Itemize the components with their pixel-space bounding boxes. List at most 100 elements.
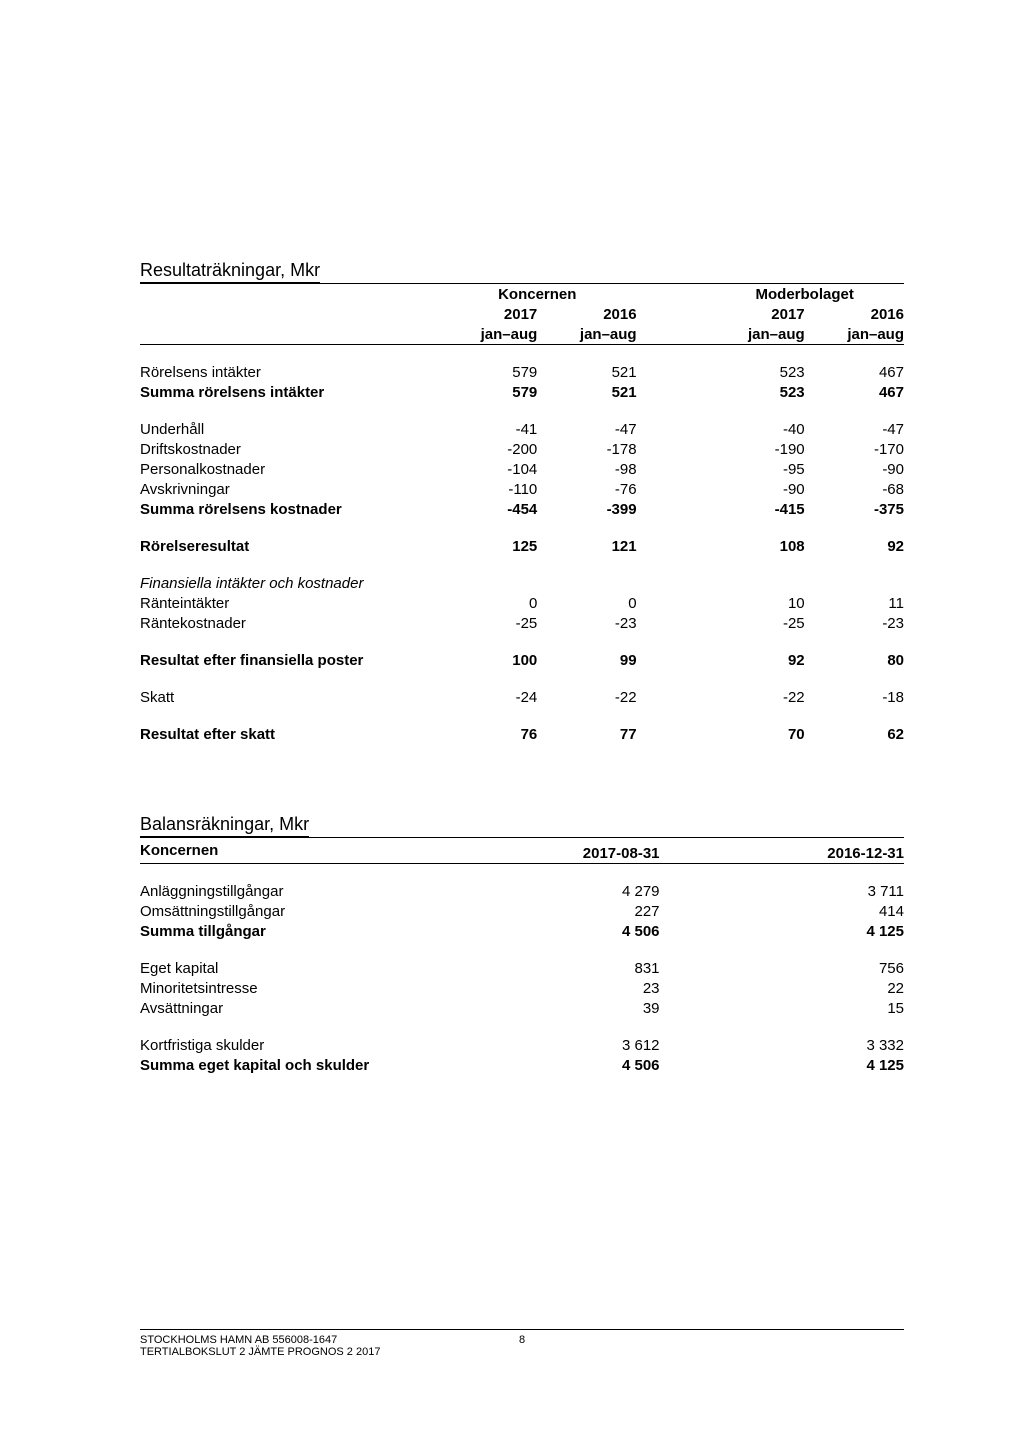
cell: 414 (660, 901, 904, 921)
cell: 4 279 (476, 881, 659, 901)
cell: 521 (537, 382, 636, 402)
table-row: Rörelsens intäkter 579 521 523 467 (140, 362, 904, 382)
group-moderbolaget: Moderbolaget (705, 284, 904, 305)
table-row: Avsättningar 39 15 (140, 998, 904, 1018)
cell: -104 (438, 459, 537, 479)
cell: -68 (805, 479, 904, 499)
row-label: Summa rörelsens intäkter (140, 382, 438, 402)
col-year: 2016 (805, 304, 904, 324)
cell: 4 125 (660, 1055, 904, 1075)
cell: 92 (805, 536, 904, 556)
table-row: Underhåll -41 -47 -40 -47 (140, 419, 904, 439)
table-row: Finansiella intäkter och kostnader (140, 573, 904, 593)
row-label: Summa rörelsens kostnader (140, 499, 438, 519)
page-footer: 8 STOCKHOLMS HAMN AB 556008-1647 TERTIAL… (140, 1329, 904, 1358)
row-label: Avskrivningar (140, 479, 438, 499)
table-row: Ränteintäkter 0 0 10 11 (140, 593, 904, 613)
table-row: Skatt -24 -22 -22 -18 (140, 687, 904, 707)
row-label: Underhåll (140, 419, 438, 439)
cell: 92 (705, 650, 804, 670)
cell: 76 (438, 724, 537, 744)
footer-line: TERTIALBOKSLUT 2 JÄMTE PROGNOS 2 2017 (140, 1346, 904, 1358)
row-label: Rörelsens intäkter (140, 362, 438, 382)
table-row: Rörelseresultat 125 121 108 92 (140, 536, 904, 556)
resultat-title: Resultaträkningar, Mkr (140, 260, 320, 283)
cell: -76 (537, 479, 636, 499)
cell: -23 (805, 613, 904, 633)
table-row: Resultat efter skatt 76 77 70 62 (140, 724, 904, 744)
cell: 521 (537, 362, 636, 382)
row-label: Rörelseresultat (140, 536, 438, 556)
resultat-table: Koncernen Moderbolaget 2017 2016 2017 20… (140, 283, 904, 744)
cell: 100 (438, 650, 537, 670)
row-label: Resultat efter skatt (140, 724, 438, 744)
table-row: Anläggningstillgångar 4 279 3 711 (140, 881, 904, 901)
cell: 467 (805, 382, 904, 402)
col-year: 2016 (537, 304, 636, 324)
table-header-row: Koncernen 2017-08-31 2016-12-31 (140, 838, 904, 864)
cell: 831 (476, 958, 659, 978)
table-row: Summa rörelsens kostnader -454 -399 -415… (140, 499, 904, 519)
table-row: Kortfristiga skulder 3 612 3 332 (140, 1035, 904, 1055)
entity-label: Koncernen (140, 838, 476, 864)
table-row: Summa tillgångar 4 506 4 125 (140, 921, 904, 941)
table-row: Driftskostnader -200 -178 -190 -170 (140, 439, 904, 459)
col-year: 2017 (438, 304, 537, 324)
cell: 3 332 (660, 1035, 904, 1055)
cell: -25 (705, 613, 804, 633)
row-label: Finansiella intäkter och kostnader (140, 573, 438, 593)
cell: 227 (476, 901, 659, 921)
cell: 523 (705, 382, 804, 402)
table-row: Resultat efter finansiella poster 100 99… (140, 650, 904, 670)
cell: 15 (660, 998, 904, 1018)
cell: -47 (537, 419, 636, 439)
cell: 579 (438, 362, 537, 382)
cell: -22 (537, 687, 636, 707)
cell: -178 (537, 439, 636, 459)
row-label: Omsättningstillgångar (140, 901, 476, 921)
table-row: Eget kapital 831 756 (140, 958, 904, 978)
cell: -454 (438, 499, 537, 519)
col-year: 2017 (705, 304, 804, 324)
balans-title: Balansräkningar, Mkr (140, 814, 309, 837)
resultat-section: Resultaträkningar, Mkr Koncernen Moderbo… (140, 260, 904, 744)
row-label: Eget kapital (140, 958, 476, 978)
cell: 467 (805, 362, 904, 382)
table-row: Omsättningstillgångar 227 414 (140, 901, 904, 921)
table-row: Summa rörelsens intäkter 579 521 523 467 (140, 382, 904, 402)
row-label: Summa tillgångar (140, 921, 476, 941)
cell: -95 (705, 459, 804, 479)
cell: -47 (805, 419, 904, 439)
cell: 4 125 (660, 921, 904, 941)
cell: -23 (537, 613, 636, 633)
row-label: Summa eget kapital och skulder (140, 1055, 476, 1075)
row-label: Avsättningar (140, 998, 476, 1018)
row-label: Räntekostnader (140, 613, 438, 633)
cell: 11 (805, 593, 904, 613)
table-row: Summa eget kapital och skulder 4 506 4 1… (140, 1055, 904, 1075)
cell: 22 (660, 978, 904, 998)
cell: 10 (705, 593, 804, 613)
row-label: Anläggningstillgångar (140, 881, 476, 901)
row-label: Ränteintäkter (140, 593, 438, 613)
row-label: Personalkostnader (140, 459, 438, 479)
table-row: Avskrivningar -110 -76 -90 -68 (140, 479, 904, 499)
cell: 756 (660, 958, 904, 978)
row-label: Resultat efter finansiella poster (140, 650, 438, 670)
cell: -399 (537, 499, 636, 519)
cell: -40 (705, 419, 804, 439)
row-label: Skatt (140, 687, 438, 707)
cell: 70 (705, 724, 804, 744)
row-label: Driftskostnader (140, 439, 438, 459)
col-date: 2016-12-31 (660, 838, 904, 864)
cell: 4 506 (476, 1055, 659, 1075)
balans-table: Koncernen 2017-08-31 2016-12-31 Anläggni… (140, 837, 904, 1075)
cell: 0 (438, 593, 537, 613)
table-header-row: 2017 2016 2017 2016 (140, 304, 904, 324)
cell: 3 612 (476, 1035, 659, 1055)
cell: -22 (705, 687, 804, 707)
cell: 523 (705, 362, 804, 382)
table-row: Personalkostnader -104 -98 -95 -90 (140, 459, 904, 479)
cell: 23 (476, 978, 659, 998)
col-date: 2017-08-31 (476, 838, 659, 864)
